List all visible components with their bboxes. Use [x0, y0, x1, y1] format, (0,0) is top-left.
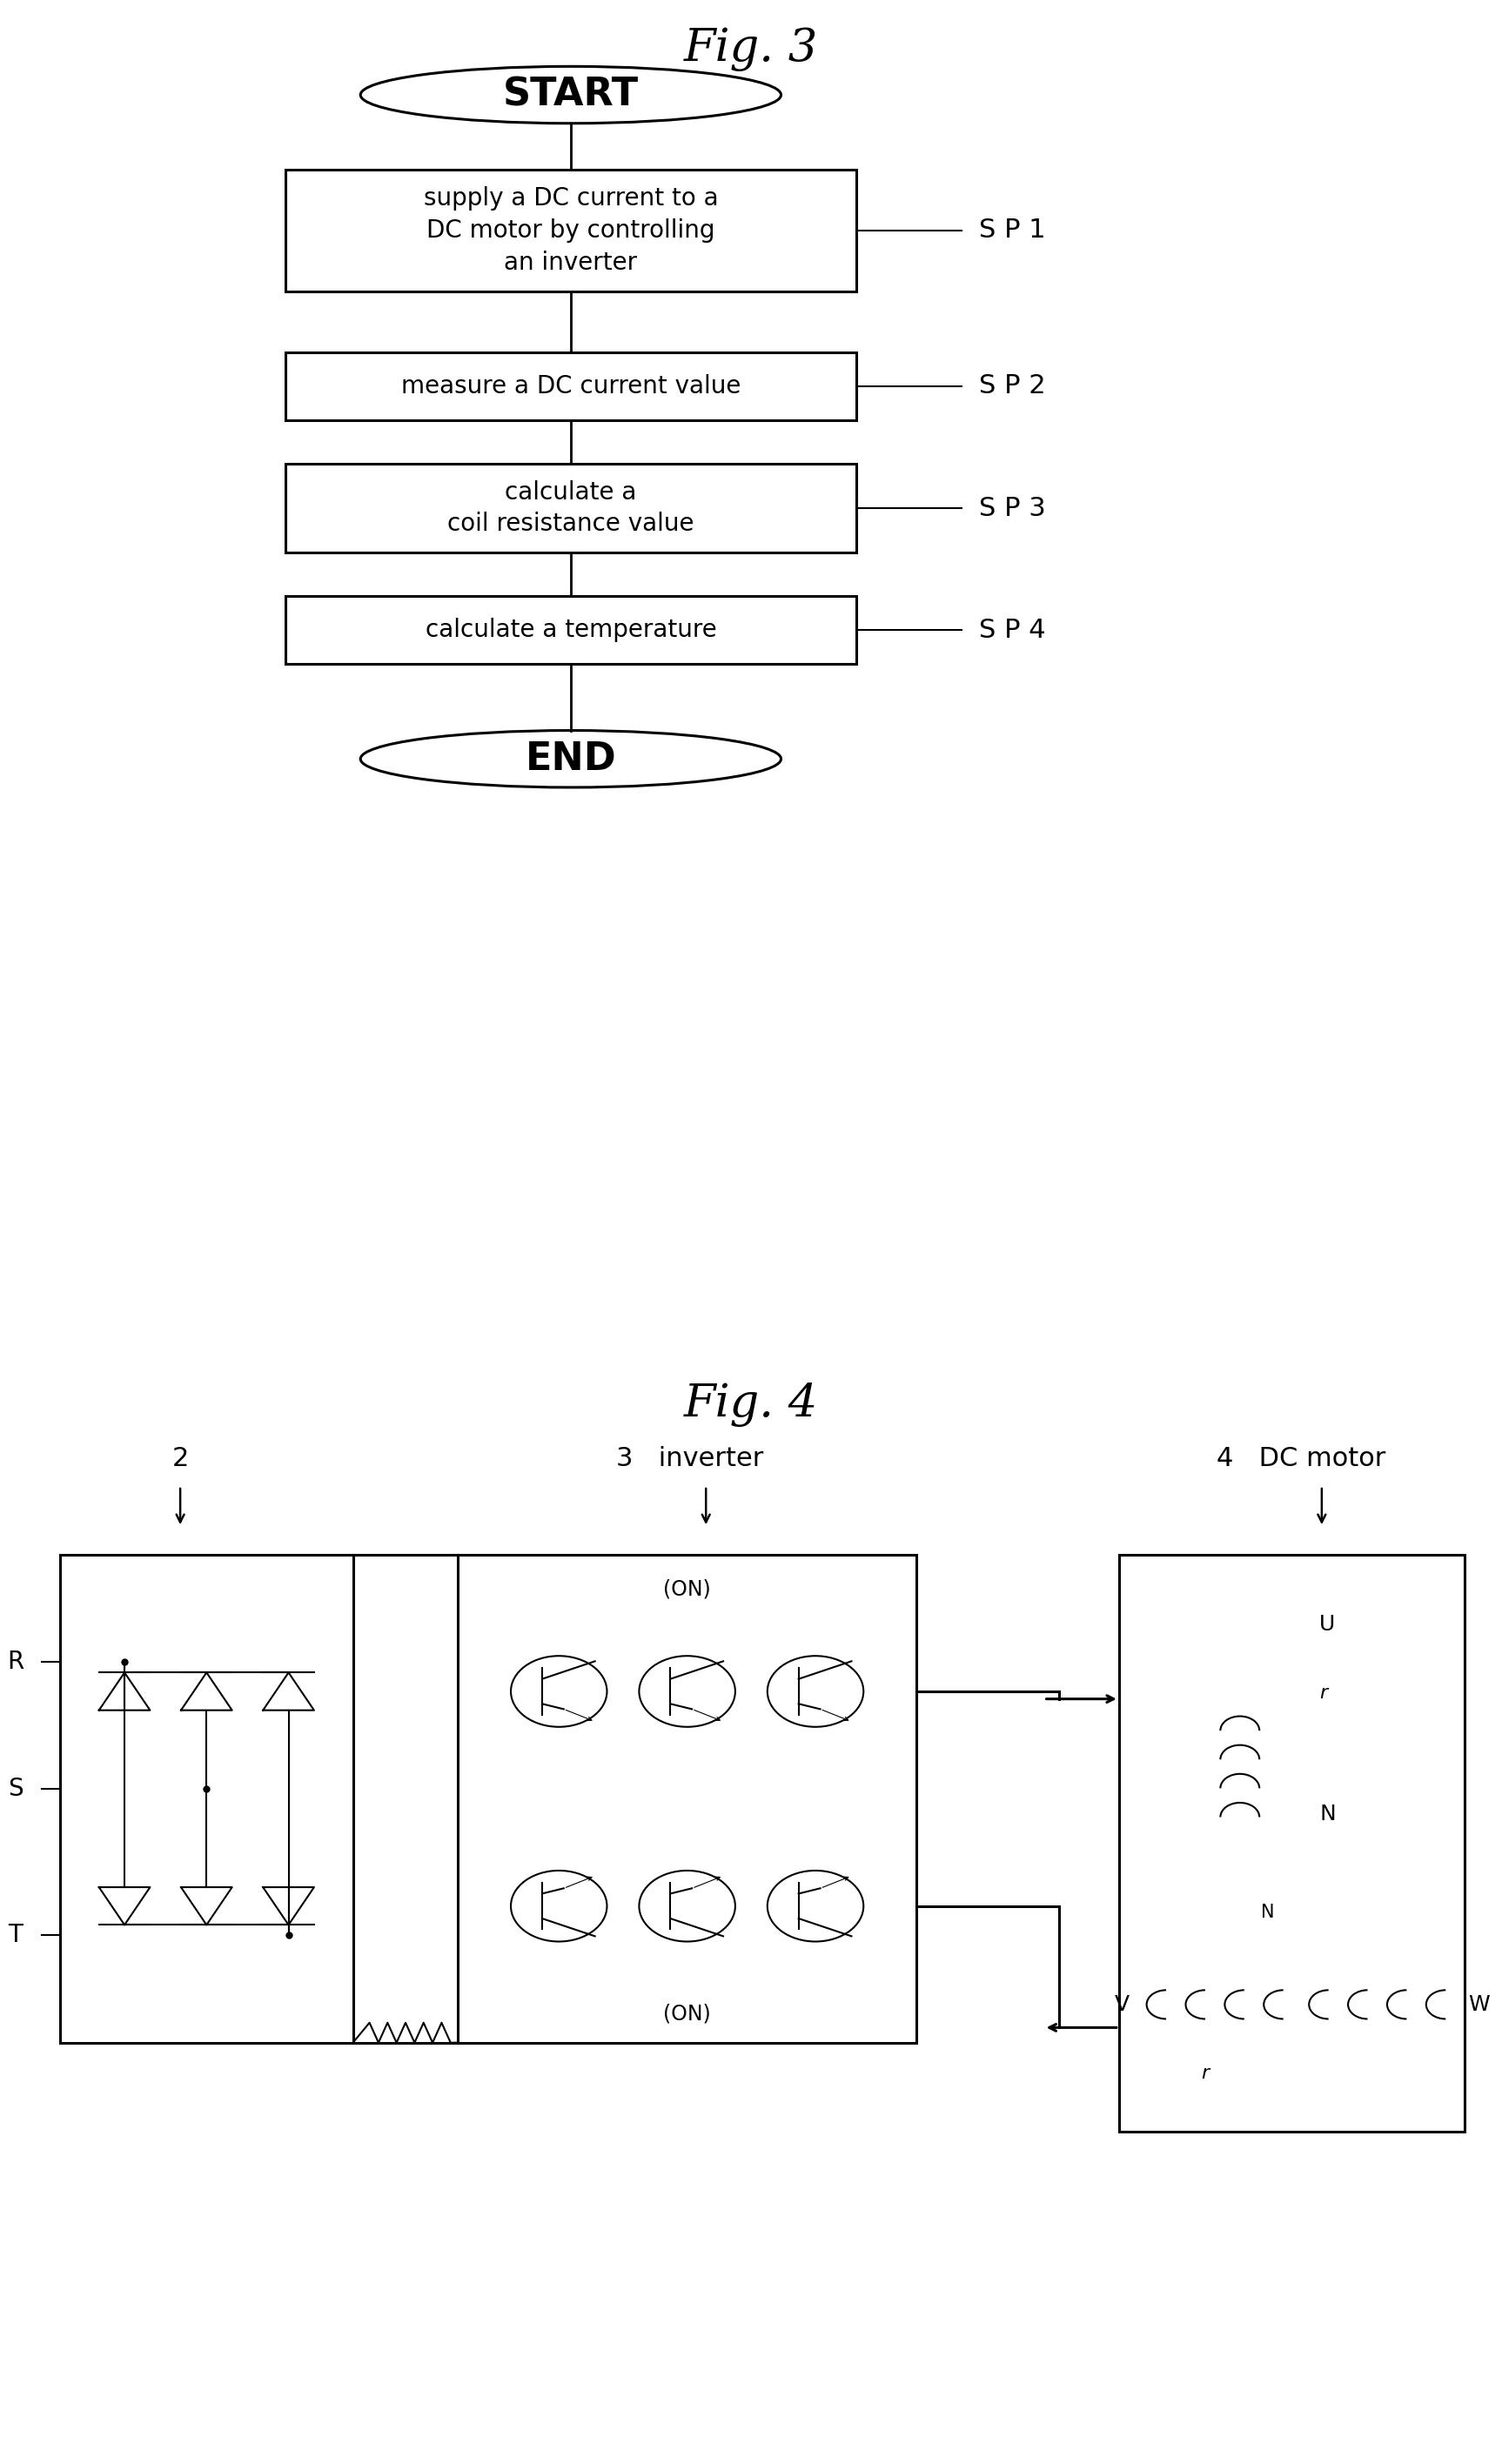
Text: S P 3: S P 3	[979, 495, 1045, 520]
Text: r: r	[1319, 1685, 1328, 1703]
Text: supply a DC current to a
DC motor by controlling
an inverter: supply a DC current to a DC motor by con…	[424, 187, 718, 274]
Text: Fig. 4: Fig. 4	[683, 1382, 819, 1427]
Text: 2: 2	[171, 1446, 189, 1471]
Text: 4   DC motor: 4 DC motor	[1217, 1446, 1386, 1471]
Text: S: S	[8, 1777, 23, 1801]
Text: R: R	[8, 1651, 24, 1676]
Text: S P 1: S P 1	[979, 217, 1045, 244]
Bar	[60, 1555, 353, 2043]
Bar	[1119, 1555, 1464, 2131]
Bar	[285, 596, 856, 665]
Bar	[285, 170, 856, 291]
Text: N: N	[1260, 1905, 1274, 1922]
Text: W: W	[1467, 1993, 1490, 2016]
Text: T: T	[8, 1922, 23, 1947]
Text: U: U	[1319, 1614, 1335, 1634]
Text: END: END	[526, 739, 616, 779]
Text: calculate a
coil resistance value: calculate a coil resistance value	[448, 480, 694, 537]
Bar	[285, 463, 856, 552]
Text: V: V	[1114, 1993, 1130, 2016]
Text: (ON): (ON)	[664, 2003, 710, 2023]
Text: START: START	[503, 76, 638, 113]
Text: S P 2: S P 2	[979, 375, 1045, 399]
Text: (ON): (ON)	[664, 1579, 710, 1599]
Text: measure a DC current value: measure a DC current value	[401, 375, 740, 399]
Text: calculate a temperature: calculate a temperature	[425, 618, 716, 643]
Text: r: r	[1202, 2065, 1209, 2082]
Text: 3   inverter: 3 inverter	[616, 1446, 763, 1471]
Bar	[285, 352, 856, 419]
Bar	[458, 1555, 916, 2043]
Text: Fig. 3: Fig. 3	[683, 27, 819, 71]
Text: S P 4: S P 4	[979, 618, 1045, 643]
Text: N: N	[1319, 1804, 1335, 1826]
